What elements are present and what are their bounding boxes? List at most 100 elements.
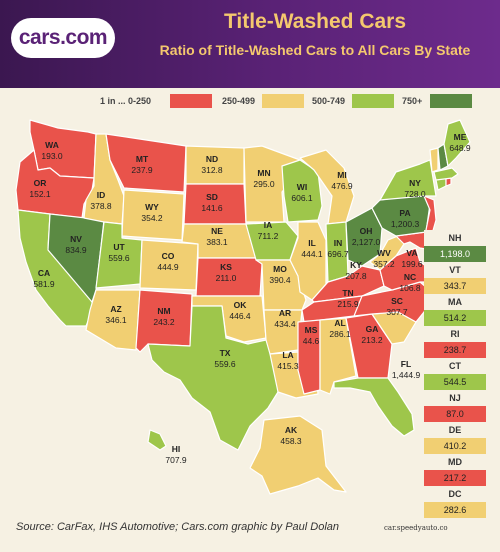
- value-OK: 446.4: [229, 311, 251, 321]
- label-AR: AR: [279, 308, 291, 318]
- state-HI[interactable]: [147, 429, 167, 451]
- label-NC: NC: [404, 272, 416, 282]
- label-KS: KS: [220, 262, 232, 272]
- value-ID: 378.8: [90, 201, 112, 211]
- value-OH: 2,127.0: [352, 237, 381, 247]
- state-TX[interactable]: [147, 305, 279, 451]
- legend-label-dark-green: 750+: [402, 96, 423, 106]
- state-ME[interactable]: [443, 119, 471, 167]
- label-WV: WV: [377, 248, 391, 258]
- value-TN: 215.9: [337, 299, 359, 309]
- source-footer: Source: CarFax, IHS Automotive; Cars.com…: [16, 521, 340, 533]
- state-MA[interactable]: [433, 167, 459, 181]
- label-NE: NE: [211, 226, 223, 236]
- state-VT[interactable]: [429, 147, 439, 173]
- label-MN: MN: [257, 168, 270, 178]
- label-IL: IL: [308, 238, 316, 248]
- header-banner: cars.com Title-Washed Cars Ratio of Titl…: [0, 0, 500, 88]
- ne-value-VT[interactable]: 343.7: [424, 278, 486, 294]
- label-WY: WY: [145, 202, 159, 212]
- value-KS: 211.0: [216, 273, 237, 283]
- logo-text: cars.com: [18, 26, 108, 49]
- value-TX: 559.6: [214, 359, 236, 369]
- label-ME: ME: [454, 132, 467, 142]
- value-MS: 44.6: [303, 336, 320, 346]
- value-ND: 312.8: [201, 165, 223, 175]
- state-MS[interactable]: [297, 319, 321, 395]
- value-IN: 696.7: [327, 249, 349, 259]
- cars-com-logo[interactable]: cars.com: [11, 18, 115, 58]
- label-OR: OR: [34, 178, 47, 188]
- state-WV[interactable]: [369, 235, 405, 271]
- value-LA: 415.3: [277, 361, 299, 371]
- value-WY: 354.2: [141, 213, 163, 223]
- value-IL: 444.1: [301, 249, 323, 259]
- state-KS[interactable]: [195, 257, 263, 297]
- legend-label-red: 1 in ... 0-250: [100, 96, 152, 106]
- value-MO: 390.4: [269, 275, 291, 285]
- value-CA: 581.9: [33, 279, 55, 289]
- label-MT: MT: [136, 154, 149, 164]
- northeast-states-panel: NH 1,198.0 VT 343.7 MA 514.2 RI 238.7 CT…: [424, 230, 486, 518]
- map-legend: 1 in ... 0-250 250-499 500-749 750+: [100, 92, 472, 112]
- value-NE: 383.1: [206, 237, 228, 247]
- label-IN: IN: [334, 238, 343, 248]
- label-ID: ID: [97, 190, 106, 200]
- ne-abbr-CT: CT: [424, 358, 486, 374]
- value-OR: 152.1: [29, 189, 51, 199]
- value-VA: 199.6: [401, 259, 423, 269]
- value-SD: 141.6: [201, 203, 223, 213]
- label-SD: SD: [206, 192, 218, 202]
- ne-abbr-NH: NH: [424, 230, 486, 246]
- ne-value-MD[interactable]: 217.2: [424, 470, 486, 486]
- legend-label-light-green: 500-749: [312, 96, 346, 106]
- label-SC: SC: [391, 296, 403, 306]
- legend-swatch-light-green: [352, 94, 394, 108]
- label-OH: OH: [360, 226, 373, 236]
- state-WI[interactable]: [281, 159, 323, 223]
- state-OR[interactable]: [15, 149, 95, 219]
- state-FL[interactable]: [333, 377, 415, 437]
- state-AK[interactable]: [249, 415, 347, 495]
- page-subtitle: Ratio of Title-Washed Cars to All Cars B…: [159, 42, 471, 58]
- site-credit: car.speedyauto.co: [384, 524, 448, 532]
- label-AK: AK: [285, 425, 298, 435]
- ne-abbr-DE: DE: [424, 422, 486, 438]
- label-KY: KY: [350, 260, 362, 270]
- ne-abbr-VT: VT: [424, 262, 486, 278]
- label-MS: MS: [305, 325, 318, 335]
- page-title: Title-Washed Cars: [223, 10, 407, 33]
- value-MN: 295.0: [253, 179, 275, 189]
- ne-value-MA[interactable]: 514.2: [424, 310, 486, 326]
- label-HI: HI: [172, 444, 181, 454]
- value-AR: 434.4: [274, 319, 296, 329]
- state-IL[interactable]: [289, 221, 327, 301]
- value-WV: 357.2: [373, 259, 395, 269]
- label-CO: CO: [162, 251, 175, 261]
- legend-label-yellow: 250-499: [222, 96, 256, 106]
- value-AZ: 346.1: [105, 315, 127, 325]
- ne-value-DC[interactable]: 282.6: [424, 502, 486, 518]
- label-WI: WI: [297, 182, 307, 192]
- label-AL: AL: [334, 318, 345, 328]
- ne-value-DE[interactable]: 410.2: [424, 438, 486, 454]
- ne-abbr-MD: MD: [424, 454, 486, 470]
- state-labels: WA 193.0 OR 152.1 CA 581.9 NV 834.9 ID 3…: [29, 132, 471, 465]
- label-VA: VA: [406, 248, 417, 258]
- ne-abbr-NJ: NJ: [424, 390, 486, 406]
- value-CO: 444.9: [157, 262, 179, 272]
- state-NY[interactable]: [379, 159, 437, 201]
- state-AR[interactable]: [263, 309, 303, 355]
- label-WA: WA: [45, 140, 59, 150]
- label-MO: MO: [273, 264, 287, 274]
- ne-value-RI[interactable]: 238.7: [424, 342, 486, 358]
- label-NV: NV: [70, 234, 82, 244]
- label-UT: UT: [113, 242, 125, 252]
- label-TX: TX: [220, 348, 231, 358]
- label-IA: IA: [264, 220, 273, 230]
- ne-value-NH[interactable]: 1,198.0: [424, 246, 486, 262]
- label-ND: ND: [206, 154, 218, 164]
- ne-value-CT[interactable]: 544.5: [424, 374, 486, 390]
- ne-value-NJ[interactable]: 87.0: [424, 406, 486, 422]
